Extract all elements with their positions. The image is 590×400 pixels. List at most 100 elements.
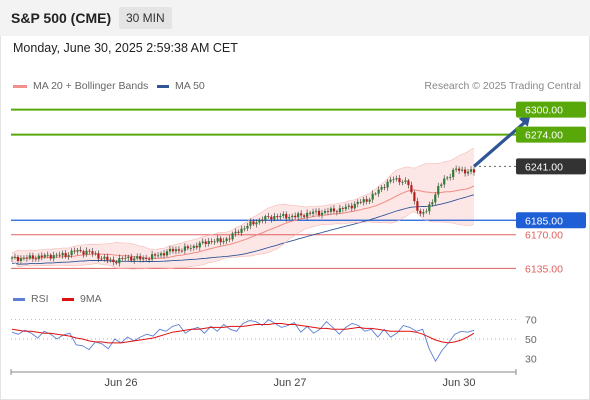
candle-body [16,256,20,261]
candle-body [419,210,422,214]
candle-body [174,249,178,252]
candle-body [323,211,327,213]
candle-body [186,246,189,249]
legend-swatch-rsi [13,297,25,301]
candle-body [297,213,300,218]
candle-body [22,257,26,259]
ma20-line [11,185,475,260]
ma50-line [11,194,475,265]
candle-body [189,247,192,249]
candle-body [100,258,103,260]
candle-body [85,250,88,255]
level-label-resistance-0: 6300.00 [525,105,563,117]
level-label-bg-current-2 [516,158,586,175]
legend-swatch-bollinger [13,84,27,88]
candle-body [249,221,252,226]
candle-body [344,206,347,210]
candle-body [463,169,467,174]
candle-body [305,212,309,217]
level-label-bg-resistance-1 [516,126,586,143]
candle-body [422,212,425,214]
candle-body [264,216,267,221]
candle-body [326,211,330,212]
candle-body [472,169,476,173]
level-label-support-5: 6135.00 [525,263,563,275]
candle-body [234,231,237,234]
candle-body [365,199,368,202]
candle-body [180,250,184,252]
candle-body [192,245,195,248]
candle-body [97,253,100,259]
candle-body [88,250,91,252]
candle-body [79,249,82,252]
candle-body [288,217,291,219]
legend-swatch-ma50 [157,84,169,88]
candle-body [34,258,37,260]
candle-body [311,211,315,214]
candle-body [332,208,336,212]
candle-body [469,169,473,172]
candle-body [341,208,344,210]
candle-body [368,199,371,202]
candle-body [153,254,157,256]
candle-body [159,253,163,256]
candle-body [308,212,312,214]
x-tick-label-0: Jun 26 [104,377,137,389]
candle-body [395,178,398,180]
candle-body [362,199,365,203]
candle-body [458,168,461,171]
candle-body [401,181,404,183]
candle-body [139,256,142,260]
candle-body [145,257,148,259]
candle-body [19,258,23,261]
rsi-tick-label-2: 30 [525,353,537,365]
candle-body [177,249,181,251]
legend-label-rsi: RSI [31,293,49,305]
candle-body [64,253,67,257]
candle-body [240,228,243,233]
legend-ma50: MA 50 [157,80,205,92]
candle-body [449,177,452,178]
candle-body [428,204,431,212]
candle-body [115,262,118,264]
legend-label-bollinger: MA 20 + Bollinger Bands [33,80,149,92]
candle-body [440,184,443,187]
candle-body [130,256,133,261]
candle-body [410,185,413,193]
candle-body [282,214,285,216]
candle-body [329,208,333,212]
candle-body [127,256,130,259]
candle-body [94,253,97,255]
candle-body [261,219,264,221]
candle-body [121,257,124,259]
candle-body [356,201,359,204]
candle-body [335,211,339,213]
instrument-title: S&P 500 (CME) [11,10,112,26]
candle-body [338,208,341,213]
x-tick-label-2: Jun 30 [442,377,475,389]
candle-body [443,178,446,185]
candle-body [58,254,61,256]
candle-body [255,222,258,225]
candle-body [222,241,225,243]
legend-label-9ma: 9MA [80,293,102,305]
candle-body [168,248,172,252]
candle-body [252,221,255,225]
candle-body [243,228,246,230]
candle-body [124,258,127,259]
candle-body [91,251,94,254]
candle-body [142,257,145,260]
candle-body [404,180,407,182]
candle-body [165,251,169,256]
header-bar: S&P 500 (CME) 30 MIN [0,0,590,36]
candle-body [201,241,204,243]
candle-body [270,216,273,220]
candle-body [350,205,353,209]
candle-body [49,254,52,259]
candle-body [353,203,356,209]
timeframe-button[interactable]: 30 MIN [119,7,172,29]
candle-body [82,251,85,255]
candle-body [446,177,449,179]
legend-label-ma50: MA 50 [175,80,205,92]
candle-body [460,169,464,171]
